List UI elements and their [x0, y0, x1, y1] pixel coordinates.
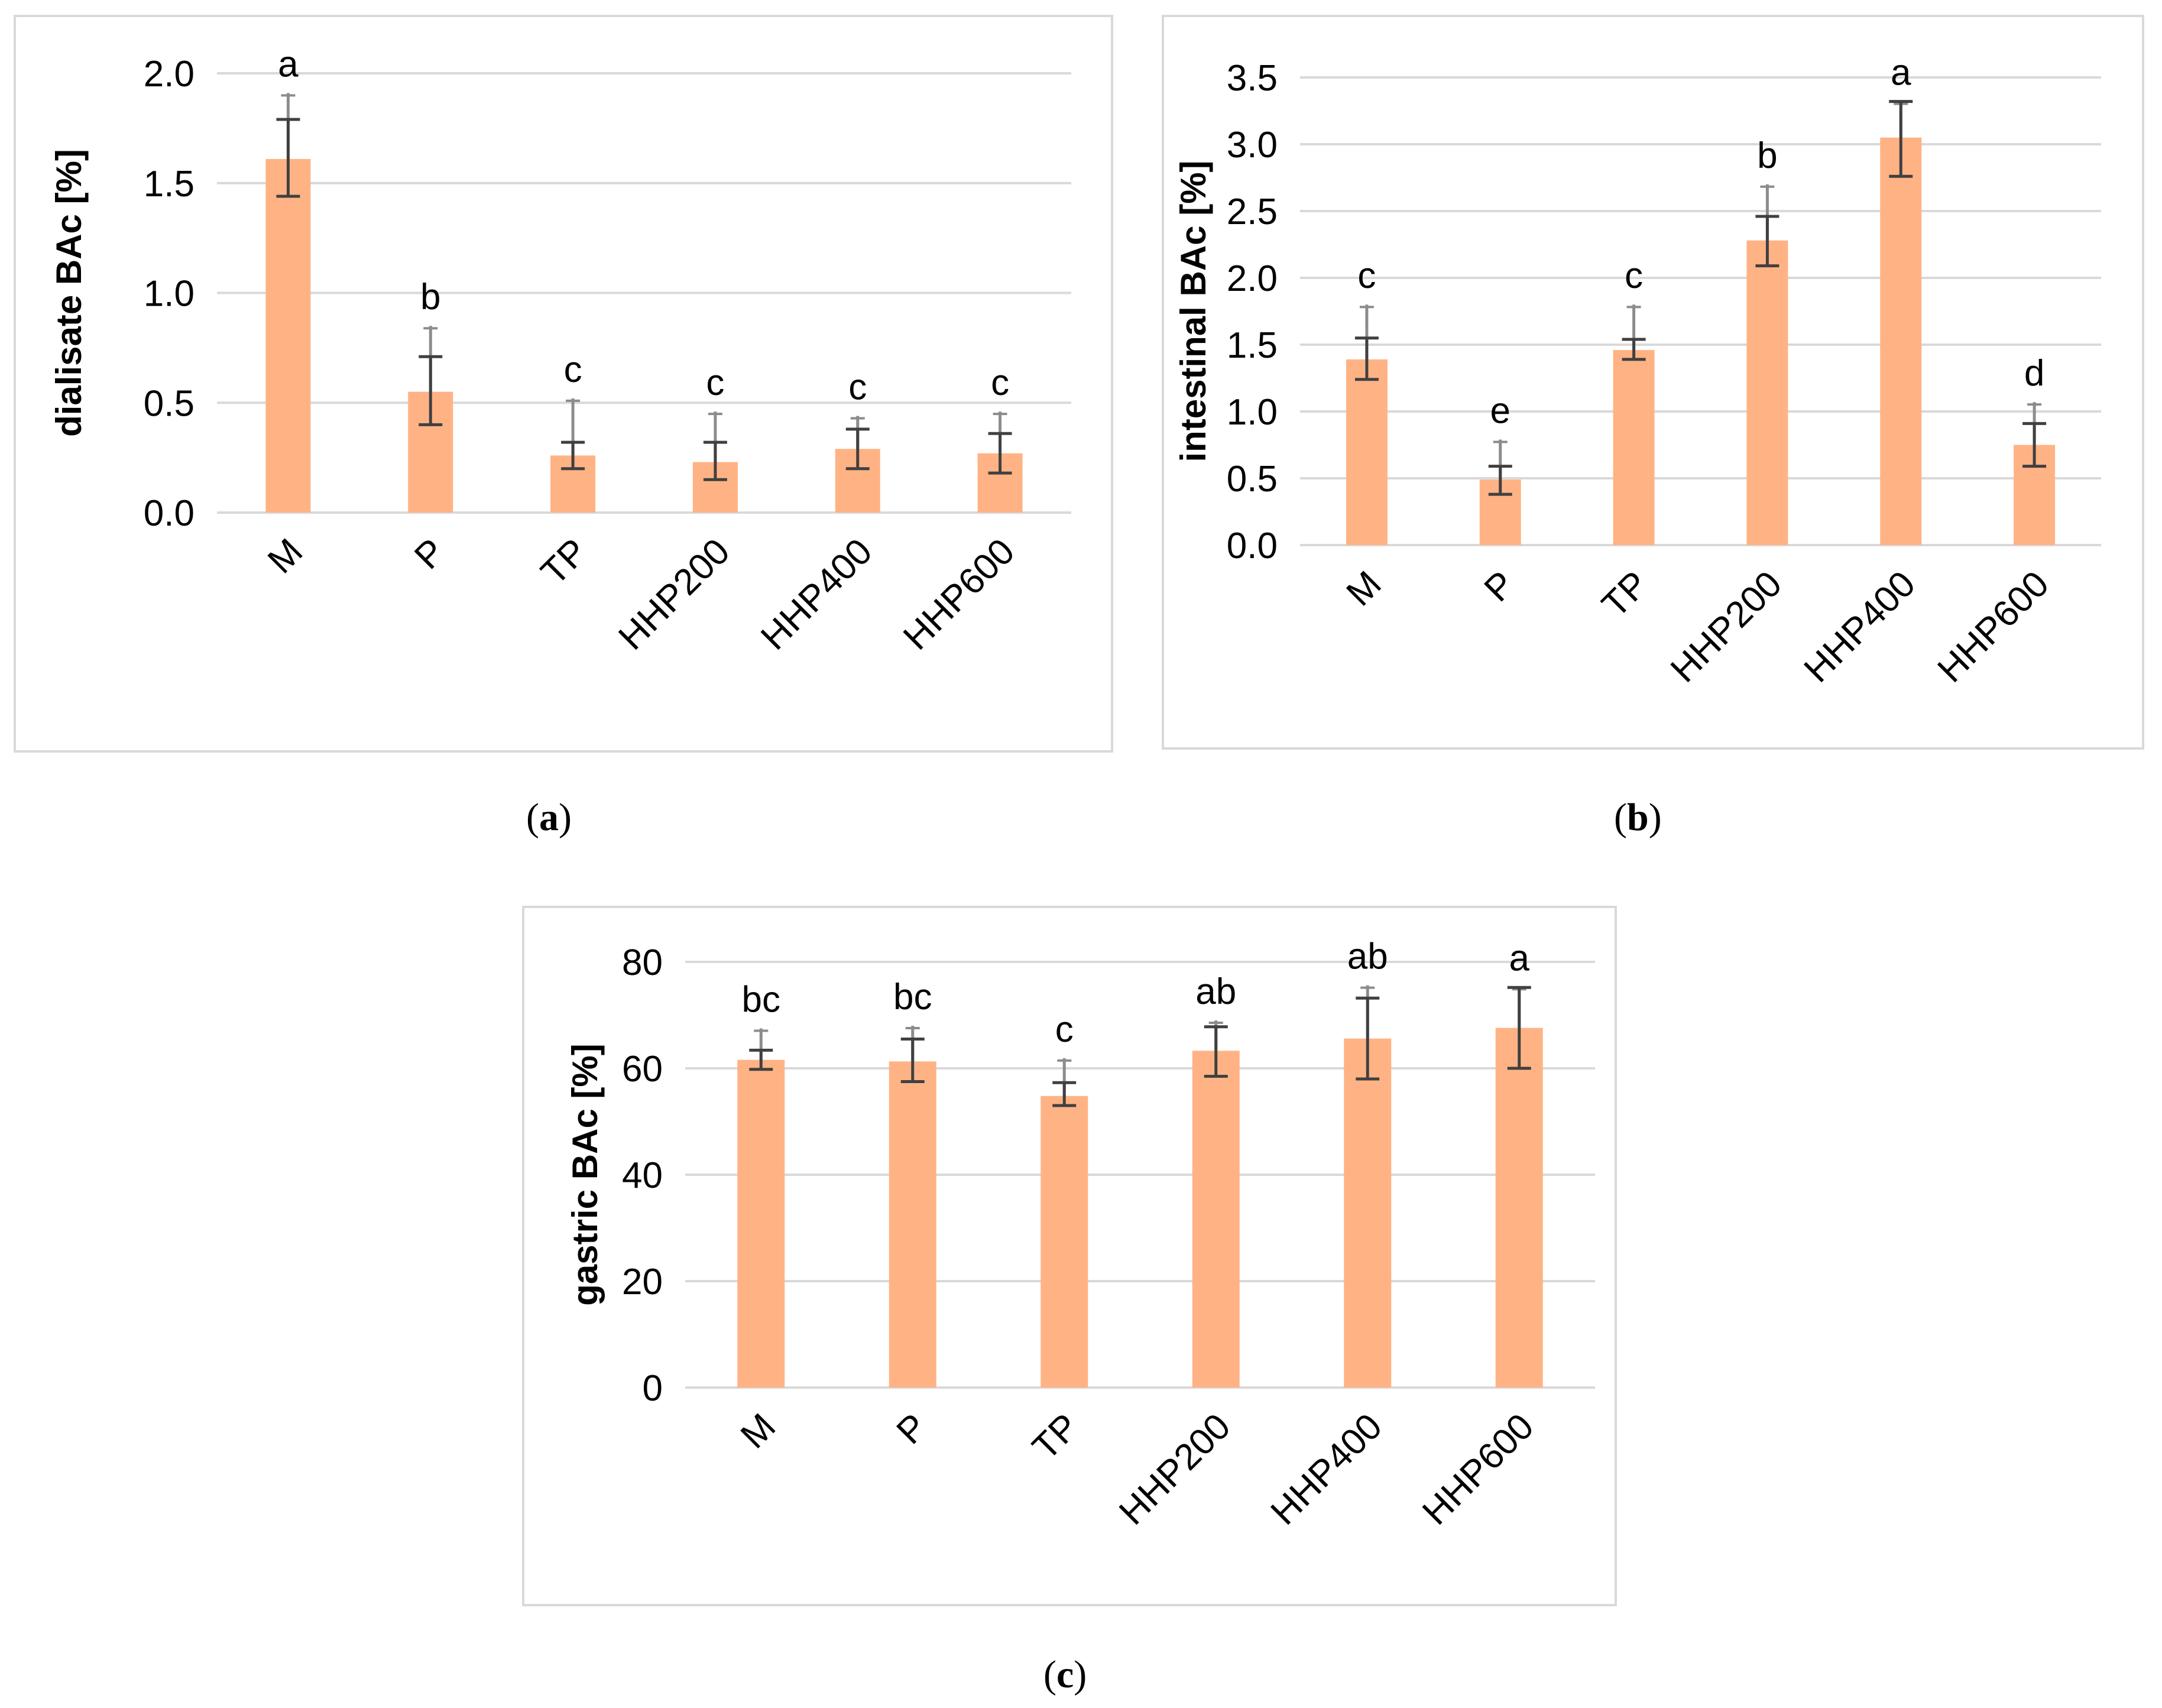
y-tick-label: 3.0 — [1227, 125, 1278, 166]
significance-letter: c — [1357, 255, 1376, 296]
caption-c: (c) — [1043, 1652, 1087, 1697]
x-tick-label: TP — [1025, 1406, 1087, 1468]
y-tick-label: 0.5 — [1227, 459, 1278, 500]
caption-a: (a) — [526, 795, 572, 840]
bar-chart-b: 0.0 0.5 1.0 1.5 2.0 2.5 3.0 3.5 intestinal BAc [… — [1174, 53, 2101, 691]
significance-letter: bc — [742, 980, 780, 1020]
y-tick-label: 1.5 — [1227, 325, 1278, 366]
x-tick-label: P — [889, 1406, 935, 1452]
y-tick-label: 1.5 — [144, 164, 195, 205]
chart-panel-b: 0.0 0.5 1.0 1.5 2.0 2.5 3.0 3.5 intestinal BAc [… — [1162, 15, 2144, 750]
significance-letter: a — [1509, 938, 1530, 978]
caption-c-close: ) — [1074, 1653, 1087, 1696]
bar — [889, 1061, 936, 1388]
significance-letter: c — [1625, 255, 1643, 296]
y-tick-label: 2.0 — [1227, 258, 1278, 299]
significance-letter: d — [2024, 353, 2044, 394]
y-axis-label: dialisate BAc [%] — [49, 149, 89, 437]
x-tick-label: HHP400 — [1263, 1406, 1390, 1533]
x-tick-label: M — [260, 531, 310, 581]
x-tick-label: TP — [1594, 563, 1657, 625]
y-tick-label: 0.5 — [144, 383, 195, 424]
significance-letter: c — [706, 362, 724, 403]
caption-b-open: ( — [1614, 796, 1627, 839]
significance-letter: c — [991, 362, 1009, 403]
significance-letter: c — [848, 367, 867, 408]
y-tick-label: 1.0 — [144, 274, 195, 315]
significance-letter: c — [564, 349, 582, 390]
y-tick-label: 20 — [622, 1262, 663, 1302]
caption-a-letter: a — [539, 796, 559, 839]
caption-b-close: ) — [1648, 796, 1662, 839]
bar — [1041, 1096, 1088, 1388]
significance-letter: c — [1055, 1009, 1074, 1050]
bar — [1344, 1038, 1392, 1388]
x-tick-label: P — [407, 531, 453, 577]
caption-b: (b) — [1614, 795, 1662, 840]
bar — [1495, 1028, 1543, 1388]
x-tick-label: M — [1338, 563, 1389, 614]
y-tick-label: 1.0 — [1227, 392, 1278, 433]
x-tick-label: HHP200 — [1663, 563, 1790, 691]
x-tick-label: HHP400 — [1797, 563, 1924, 691]
x-tick-label: HHP200 — [611, 531, 738, 658]
significance-letter: a — [278, 44, 299, 85]
significance-letter: b — [1757, 135, 1777, 176]
bar — [1880, 137, 1922, 545]
y-axis-label: intestinal BAc [%] — [1174, 160, 1213, 462]
bar — [1192, 1051, 1240, 1388]
y-tick-label: 2.5 — [1227, 192, 1278, 232]
caption-a-open: ( — [526, 796, 539, 839]
x-tick-label: HHP600 — [1415, 1406, 1542, 1533]
y-tick-label: 0.0 — [1227, 526, 1278, 566]
y-tick-label: 60 — [622, 1049, 663, 1090]
caption-a-close: ) — [558, 796, 572, 839]
x-tick-label: HHP400 — [753, 531, 880, 658]
bar — [1346, 359, 1388, 545]
significance-letter: ab — [1347, 936, 1388, 977]
y-tick-label: 0.0 — [144, 493, 195, 534]
significance-letter: e — [1490, 390, 1511, 431]
x-tick-label: TP — [533, 531, 595, 593]
x-tick-label: P — [1477, 563, 1523, 610]
x-tick-label: HHP600 — [896, 531, 1023, 658]
significance-letter: ab — [1195, 971, 1236, 1012]
y-tick-label: 3.5 — [1227, 58, 1278, 99]
bar-chart-c: 0 20 40 60 80 gastric BAc [%] bc Mbc Pc TP ab HHP20… — [565, 936, 1595, 1533]
significance-letter: bc — [893, 977, 932, 1017]
bar — [265, 158, 311, 513]
y-tick-label: 0 — [643, 1368, 663, 1409]
y-tick-label: 80 — [622, 942, 663, 983]
caption-c-letter: c — [1056, 1653, 1074, 1696]
significance-letter: a — [1891, 53, 1911, 93]
caption-c-open: ( — [1043, 1653, 1056, 1696]
bar — [737, 1059, 785, 1388]
x-tick-label: HHP600 — [1930, 563, 2057, 691]
x-tick-label: HHP200 — [1111, 1406, 1239, 1533]
significance-letter: b — [420, 277, 440, 317]
caption-b-letter: b — [1626, 796, 1649, 839]
y-tick-label: 2.0 — [144, 54, 195, 95]
bar — [1746, 240, 1788, 546]
bar-chart-a: 0.0 0.5 1.0 1.5 2.0 dialisate BAc [%] a Mb Pc TP c… — [49, 44, 1071, 658]
bar — [1613, 350, 1655, 545]
x-tick-label: M — [733, 1406, 783, 1456]
y-axis-label: gastric BAc [%] — [565, 1043, 605, 1305]
y-tick-label: 40 — [622, 1155, 663, 1196]
